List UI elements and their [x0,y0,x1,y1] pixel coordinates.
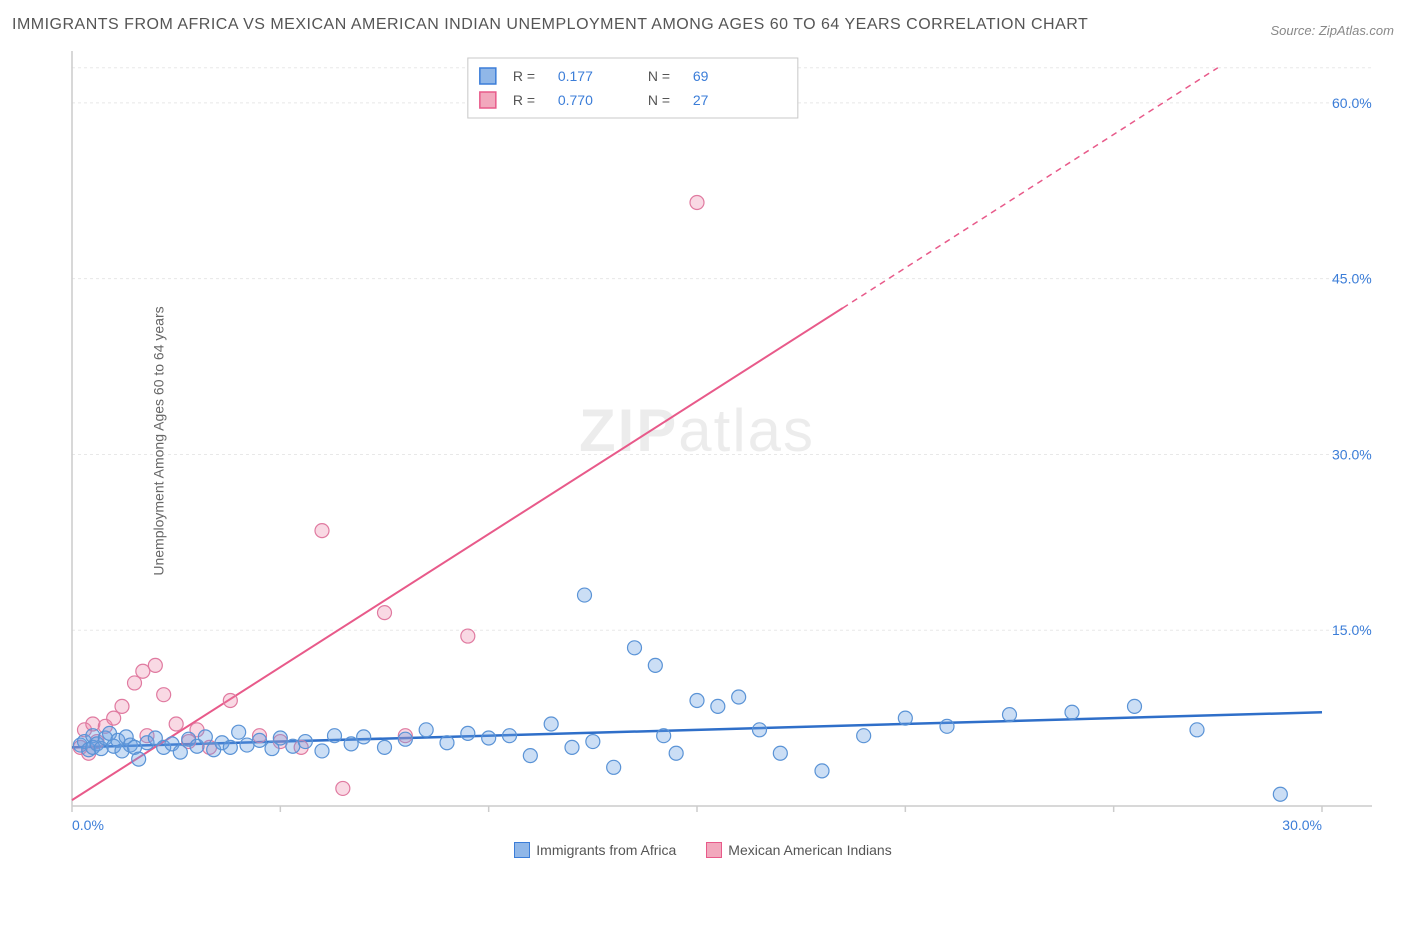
svg-text:27: 27 [693,92,709,108]
svg-text:R =: R = [513,68,535,84]
bottom-legend: Immigrants from Africa Mexican American I… [12,842,1394,858]
legend-item: Mexican American Indians [706,842,891,858]
svg-text:0.177: 0.177 [558,68,593,84]
legend-item: Immigrants from Africa [514,842,676,858]
source-prefix: Source: [1270,23,1318,38]
svg-text:30.0%: 30.0% [1332,446,1372,462]
header-row: IMMIGRANTS FROM AFRICA VS MEXICAN AMERIC… [12,12,1394,38]
legend-label: Immigrants from Africa [536,842,676,858]
legend-swatch [706,842,722,858]
chart-container: IMMIGRANTS FROM AFRICA VS MEXICAN AMERIC… [12,12,1394,858]
svg-text:30.0%: 30.0% [1282,817,1322,833]
svg-text:15.0%: 15.0% [1332,622,1372,638]
svg-text:R =: R = [513,92,535,108]
scatter-plot-svg: 0.0%30.0%15.0%30.0%45.0%60.0%ZIPatlasR =… [62,46,1382,836]
y-axis-label: Unemployment Among Ages 60 to 64 years [151,306,167,575]
source-name: ZipAtlas.com [1319,23,1394,38]
plot-area: Unemployment Among Ages 60 to 64 years 0… [62,46,1394,836]
svg-text:N =: N = [648,68,670,84]
legend-swatch [514,842,530,858]
svg-text:45.0%: 45.0% [1332,270,1372,286]
svg-text:69: 69 [693,68,709,84]
svg-text:60.0%: 60.0% [1332,94,1372,110]
chart-title: IMMIGRANTS FROM AFRICA VS MEXICAN AMERIC… [12,12,1088,38]
svg-text:0.770: 0.770 [558,92,593,108]
legend-label: Mexican American Indians [728,842,891,858]
svg-text:N =: N = [648,92,670,108]
svg-text:0.0%: 0.0% [72,817,104,833]
chart-source: Source: ZipAtlas.com [1270,23,1394,38]
